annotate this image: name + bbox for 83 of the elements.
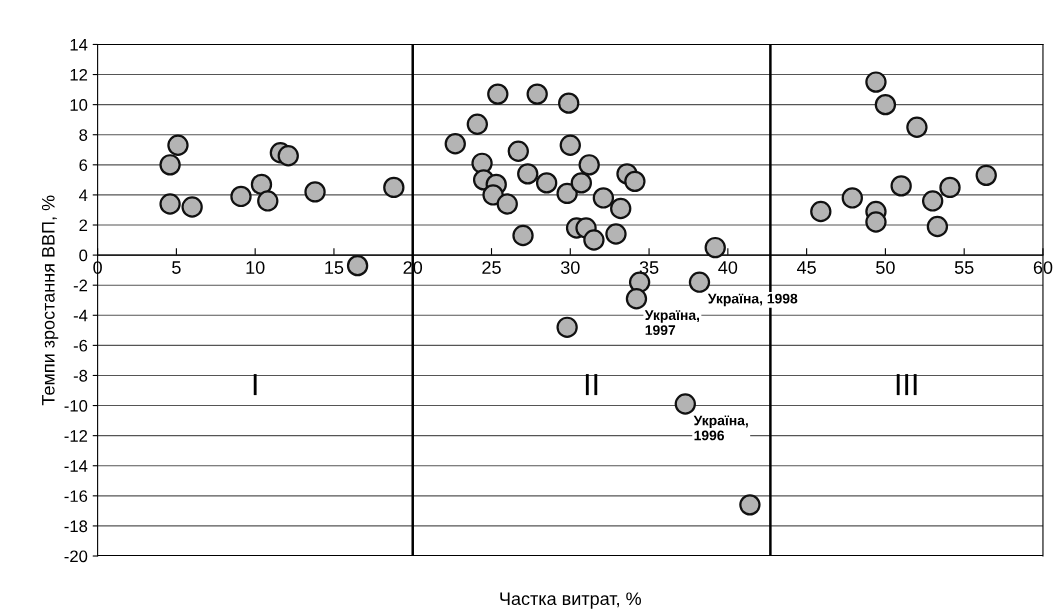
y-tick-label: -18: [64, 520, 88, 533]
point: [605, 223, 627, 245]
point: [592, 187, 615, 209]
point: [487, 83, 509, 105]
point: [517, 163, 539, 185]
point: [674, 393, 696, 415]
point: [304, 181, 326, 203]
y-tick-label: -16: [64, 490, 88, 503]
x-tick-label: 10: [246, 261, 265, 274]
point: [466, 113, 489, 135]
point: [230, 185, 252, 208]
point: [167, 134, 189, 156]
point: [865, 71, 887, 93]
point: [159, 154, 181, 176]
point: [704, 236, 726, 259]
point: [939, 176, 961, 199]
point: [624, 170, 646, 193]
y-tick-label: 6: [79, 159, 88, 172]
y-tick-label: -20: [64, 550, 88, 563]
x-tick-label: 40: [718, 261, 738, 274]
x-tick-label: 50: [876, 261, 895, 274]
y-tick-label: 2: [79, 219, 88, 232]
point: [906, 116, 928, 138]
point: [159, 193, 181, 215]
point: [926, 215, 949, 238]
x-tick-label: 45: [797, 261, 816, 274]
x-tick-label: 5: [172, 261, 181, 274]
y-tick-label: 10: [70, 99, 88, 111]
point: [890, 175, 912, 197]
y-axis-title: Темпи зростання ВВП, %: [41, 195, 59, 406]
x-tick-label: 25: [482, 261, 501, 274]
y-tick-label: -4: [73, 309, 88, 322]
point: [444, 133, 466, 155]
point: [277, 145, 299, 167]
point: [578, 154, 600, 176]
y-tick-label: 0: [79, 249, 88, 262]
x-axis-title: Частка витрат, %: [500, 592, 641, 609]
point: [257, 190, 279, 212]
point: [810, 200, 832, 223]
y-tick-label: 8: [79, 129, 88, 141]
point: [535, 172, 558, 194]
point: [346, 254, 369, 277]
point: [383, 176, 405, 199]
annotation: II: [585, 374, 598, 396]
y-tick-label: -6: [73, 339, 88, 352]
point: [181, 196, 203, 218]
annotation: I: [253, 374, 257, 396]
point: [482, 184, 504, 206]
y-tick-label: -2: [73, 279, 88, 292]
point: [688, 271, 711, 293]
x-tick-label: 30: [560, 261, 580, 274]
point: [625, 288, 648, 310]
point: [841, 187, 863, 209]
y-tick-label: 4: [79, 189, 88, 201]
x-tick-label: 55: [954, 261, 974, 274]
annotation: Україна, 1997: [644, 310, 700, 336]
y-tick-label: 12: [70, 68, 88, 81]
y-tick-label: 14: [70, 39, 88, 51]
point: [975, 164, 997, 187]
point: [610, 197, 632, 220]
point: [583, 229, 605, 251]
point: [250, 173, 273, 196]
y-tick-label: -14: [64, 460, 88, 472]
point: [874, 93, 897, 116]
annotation: Україна, 1996: [693, 415, 748, 441]
y-tick-label: -12: [64, 430, 88, 442]
point: [556, 316, 578, 338]
x-tick-label: 15: [325, 261, 344, 274]
point: [507, 140, 529, 162]
point: [512, 224, 534, 247]
annotation: Україна, 1998: [707, 293, 798, 307]
point: [556, 182, 578, 205]
point: [526, 83, 548, 105]
point: [921, 190, 944, 212]
annotation: III: [896, 374, 917, 396]
point: [739, 494, 761, 516]
point: [865, 211, 887, 233]
y-tick-label: -10: [64, 399, 88, 412]
point: [558, 92, 580, 114]
point: [559, 134, 581, 156]
point: [570, 172, 592, 194]
point: [496, 193, 518, 215]
y-tick-label: -8: [73, 369, 88, 382]
